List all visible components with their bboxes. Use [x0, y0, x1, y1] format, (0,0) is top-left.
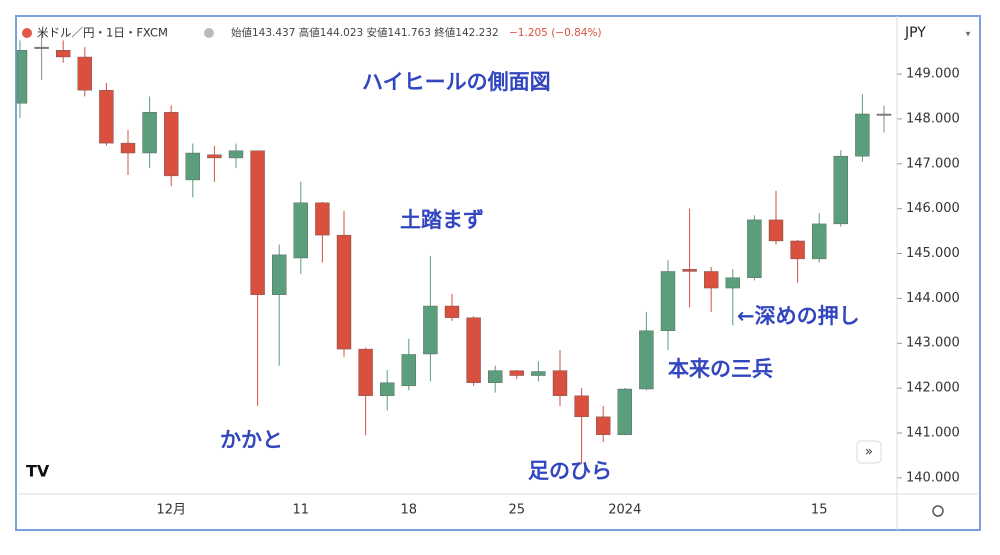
annotation: ←深めの押し	[737, 304, 860, 328]
y-tick-label: 141.000	[906, 425, 960, 440]
x-tick-label: 11	[293, 503, 310, 518]
candle-body	[876, 113, 892, 116]
candle-body	[725, 277, 740, 289]
candle-body	[466, 317, 481, 383]
plot	[16, 30, 892, 465]
candle-body	[380, 382, 395, 396]
candle-body	[77, 56, 93, 91]
settings-icon[interactable]	[932, 505, 944, 517]
frame	[15, 15, 981, 531]
symbol-icon	[22, 28, 32, 38]
candle-body	[596, 416, 611, 435]
y-tick-label: 147.000	[906, 156, 960, 171]
y-tick-label: 143.000	[906, 336, 960, 351]
y-tick-label: 148.000	[906, 111, 960, 126]
toggle[interactable]	[204, 28, 214, 38]
change: −1.205 (−0.84%)	[509, 27, 602, 39]
dropdown-arrow[interactable]: ▾	[966, 30, 971, 40]
candle-body	[812, 223, 827, 260]
x-tick-label: 2024	[608, 503, 641, 518]
candle-body	[272, 254, 287, 295]
scroll-button[interactable]	[856, 440, 882, 464]
candle-body	[56, 50, 71, 58]
candle-body	[207, 154, 222, 159]
candle-body	[228, 150, 244, 159]
candle-body	[142, 111, 157, 154]
candle-body	[185, 152, 201, 181]
annotation: ハイヒールの側面図	[362, 70, 551, 94]
candle-body	[250, 150, 265, 295]
candle-body	[16, 50, 28, 104]
candle-body	[336, 234, 352, 350]
candle-body	[401, 354, 416, 387]
candle-body	[444, 305, 460, 318]
candle-body	[747, 219, 762, 278]
currency[interactable]: JPY	[904, 25, 926, 41]
candle-body	[315, 202, 330, 236]
candle-body	[488, 370, 503, 383]
y-tick-label: 142.000	[906, 381, 960, 396]
candle-body	[790, 240, 805, 260]
candle-body	[639, 330, 654, 390]
candle-body	[682, 269, 697, 272]
candle-body	[531, 371, 546, 376]
y-tick-label: 149.000	[906, 67, 960, 82]
candle-body	[704, 271, 719, 289]
ohlc: 始値143.437 高値144.023 安値141.763 終値142.232	[231, 26, 499, 39]
candle-body	[423, 305, 438, 355]
candle-body	[552, 370, 568, 396]
y-tick-label: 146.000	[906, 201, 960, 216]
annotation: 足のひら	[528, 459, 612, 483]
y-tick-label: 140.000	[906, 470, 960, 485]
candle-body	[34, 46, 49, 49]
x-tick-label: 15	[811, 503, 828, 518]
annotation: かかと	[220, 428, 283, 452]
candle-body	[163, 111, 179, 177]
scroll-icon[interactable]: »	[865, 445, 873, 460]
x-tick-label: 25	[509, 503, 526, 518]
candle-body	[99, 89, 114, 144]
logo: TV	[26, 462, 50, 481]
candle-body	[768, 219, 784, 242]
candle-body	[833, 155, 848, 225]
candle-body	[574, 395, 589, 418]
x-tick-label: 18	[401, 503, 418, 518]
annotation: 本来の三兵	[668, 357, 773, 381]
candle-body	[358, 348, 373, 396]
candle-body	[509, 370, 524, 376]
x-tick-label: 12月	[156, 503, 186, 518]
chart-title: 米ドル／円・1日・FXCM	[37, 26, 168, 40]
candle-body	[617, 388, 632, 435]
annotation: 土踏まず	[400, 208, 484, 232]
candle-body	[293, 202, 308, 259]
y-tick-label: 144.000	[906, 291, 960, 306]
candle-body	[855, 113, 870, 157]
candle-body	[120, 142, 136, 154]
candle-body	[660, 271, 676, 331]
y-tick-label: 145.000	[906, 246, 960, 261]
